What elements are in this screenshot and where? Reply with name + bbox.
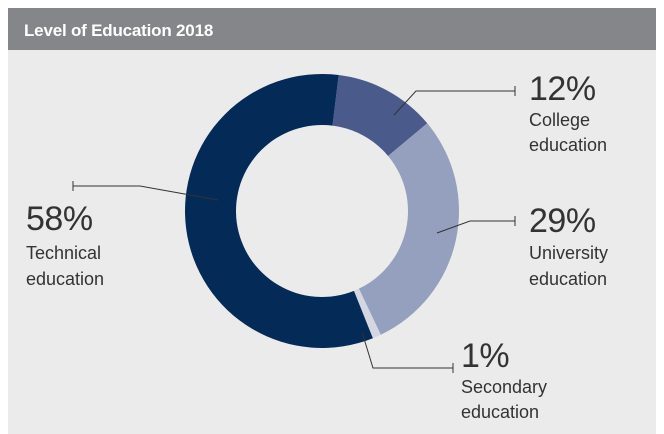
slice-university	[358, 123, 459, 335]
leader-line-university	[436, 220, 515, 234]
slice-technical	[184, 74, 373, 349]
leader-line-college	[393, 90, 515, 116]
university-label-line2: education	[529, 269, 608, 289]
university-percent: 29%	[529, 202, 596, 240]
university-label-line1: University	[529, 243, 609, 263]
secondary-label-line2: education	[461, 402, 540, 422]
technical-label-line2: education	[26, 269, 105, 289]
technical-label-line1: Technical	[26, 243, 102, 263]
slice-secondary	[353, 288, 381, 339]
chart-title: Level of Education 2018	[24, 21, 214, 40]
college-percent: 12%	[529, 70, 596, 108]
secondary-label-line1: Secondary	[461, 377, 548, 397]
leader-line-technical	[73, 185, 219, 201]
college-label-line1: College	[529, 110, 591, 130]
college-label-line2: education	[529, 135, 608, 155]
header-bar	[8, 8, 656, 50]
leader-line-secondary	[361, 331, 453, 369]
slice-college	[332, 75, 428, 156]
technical-percent: 58%	[26, 200, 93, 238]
secondary-percent: 1%	[461, 337, 510, 375]
